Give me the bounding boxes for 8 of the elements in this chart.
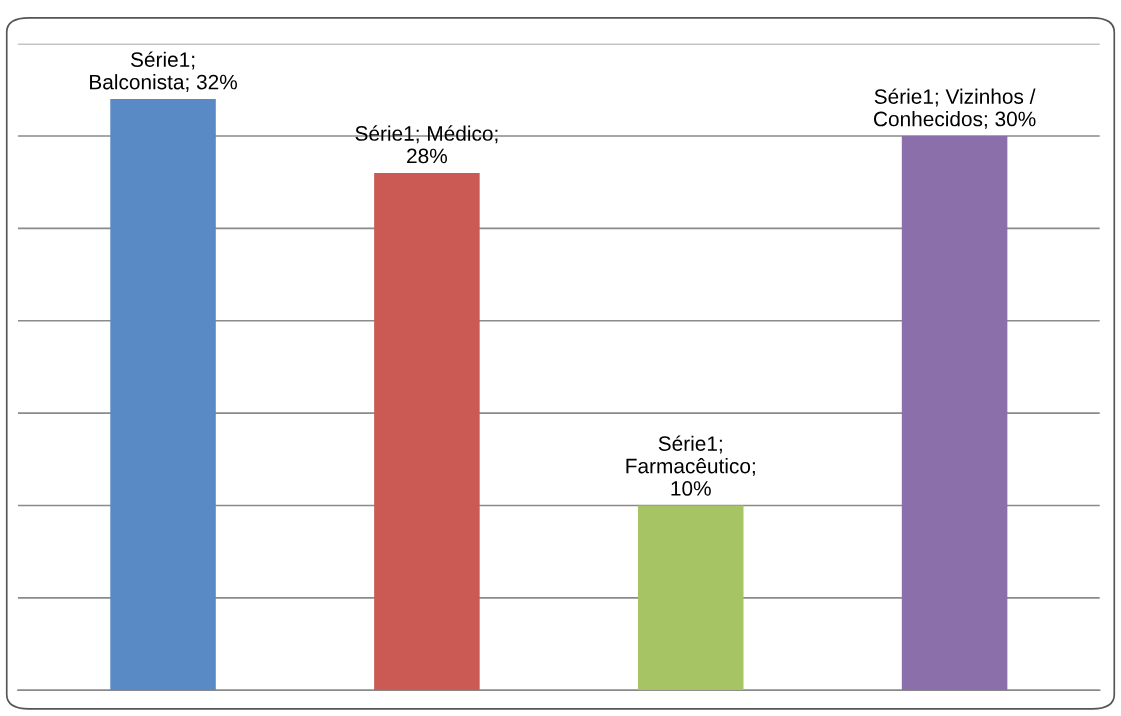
bar bbox=[637, 505, 744, 691]
bar bbox=[110, 99, 216, 691]
bar bbox=[374, 172, 480, 691]
bar bbox=[901, 136, 1008, 691]
data-label: Série1; Médico; 28% bbox=[355, 125, 498, 164]
data-label: Série1; Farmacêutico; 10% bbox=[626, 435, 755, 496]
data-label: Série1; Balconista; 32% bbox=[90, 51, 238, 92]
data-label: Série1; Vizinhos / Conhecidos; 30% bbox=[874, 88, 1036, 129]
